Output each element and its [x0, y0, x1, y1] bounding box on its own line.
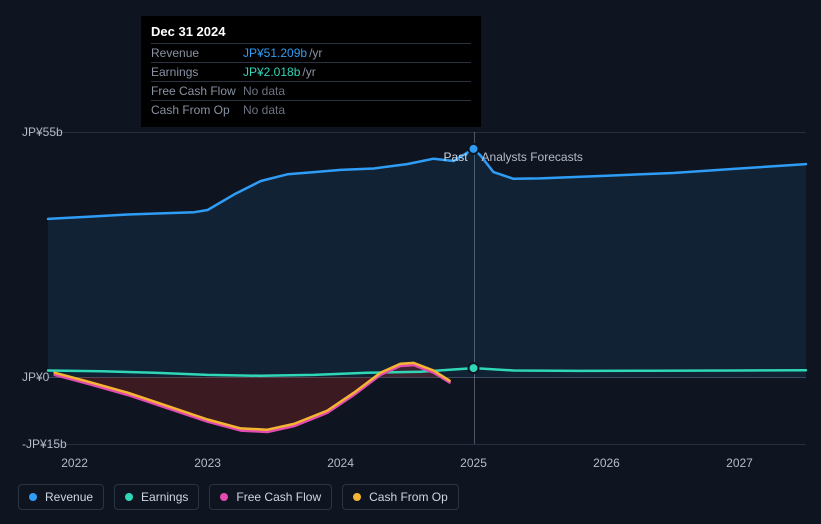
chart-tooltip: Dec 31 2024 RevenueJP¥51.209b/yrEarnings…: [141, 16, 481, 127]
earnings-chart: Dec 31 2024 RevenueJP¥51.209b/yrEarnings…: [0, 0, 821, 524]
gridline: [48, 444, 806, 445]
legend-label: Cash From Op: [369, 490, 448, 504]
tooltip-row: Cash From OpNo data: [151, 100, 471, 119]
tooltip-unit: /yr: [302, 65, 315, 79]
legend-swatch: [220, 493, 228, 501]
legend-label: Free Cash Flow: [236, 490, 321, 504]
legend-swatch: [353, 493, 361, 501]
x-axis-label: 2026: [593, 456, 620, 470]
tooltip-row: EarningsJP¥2.018b/yr: [151, 62, 471, 81]
legend-item-fcf[interactable]: Free Cash Flow: [209, 484, 332, 510]
tooltip-unit: /yr: [309, 46, 322, 60]
tooltip-label: Cash From Op: [151, 103, 243, 117]
series-fill-revenue: [48, 149, 806, 377]
x-axis-label: 2024: [327, 456, 354, 470]
x-axis-label: 2027: [726, 456, 753, 470]
forecast-label: Analysts Forecasts: [482, 150, 583, 164]
tooltip-label: Earnings: [151, 65, 243, 79]
x-axis-label: 2022: [61, 456, 88, 470]
legend-item-earnings[interactable]: Earnings: [114, 484, 199, 510]
legend-item-revenue[interactable]: Revenue: [18, 484, 104, 510]
chart-lines: [48, 132, 806, 444]
tooltip-row: Free Cash FlowNo data: [151, 81, 471, 100]
legend-swatch: [125, 493, 133, 501]
series-marker-earnings: [469, 363, 479, 373]
legend-item-cfo[interactable]: Cash From Op: [342, 484, 459, 510]
series-marker-revenue: [469, 144, 479, 154]
legend-swatch: [29, 493, 37, 501]
tooltip-value: JP¥2.018b: [243, 65, 300, 79]
legend-label: Revenue: [45, 490, 93, 504]
tooltip-row: RevenueJP¥51.209b/yr: [151, 43, 471, 62]
tooltip-value: JP¥51.209b: [243, 46, 307, 60]
tooltip-label: Free Cash Flow: [151, 84, 243, 98]
tooltip-value: No data: [243, 103, 285, 117]
tooltip-title: Dec 31 2024: [151, 24, 471, 43]
y-axis-label: JP¥55b: [22, 125, 63, 139]
tooltip-value: No data: [243, 84, 285, 98]
past-label: Past: [444, 150, 468, 164]
chart-legend: Revenue Earnings Free Cash Flow Cash From O…: [18, 484, 459, 510]
legend-label: Earnings: [141, 490, 188, 504]
y-axis-label: JP¥0: [22, 370, 49, 384]
y-axis-label: -JP¥15b: [22, 437, 67, 451]
tooltip-label: Revenue: [151, 46, 243, 60]
x-axis-label: 2025: [460, 456, 487, 470]
x-axis-label: 2023: [194, 456, 221, 470]
